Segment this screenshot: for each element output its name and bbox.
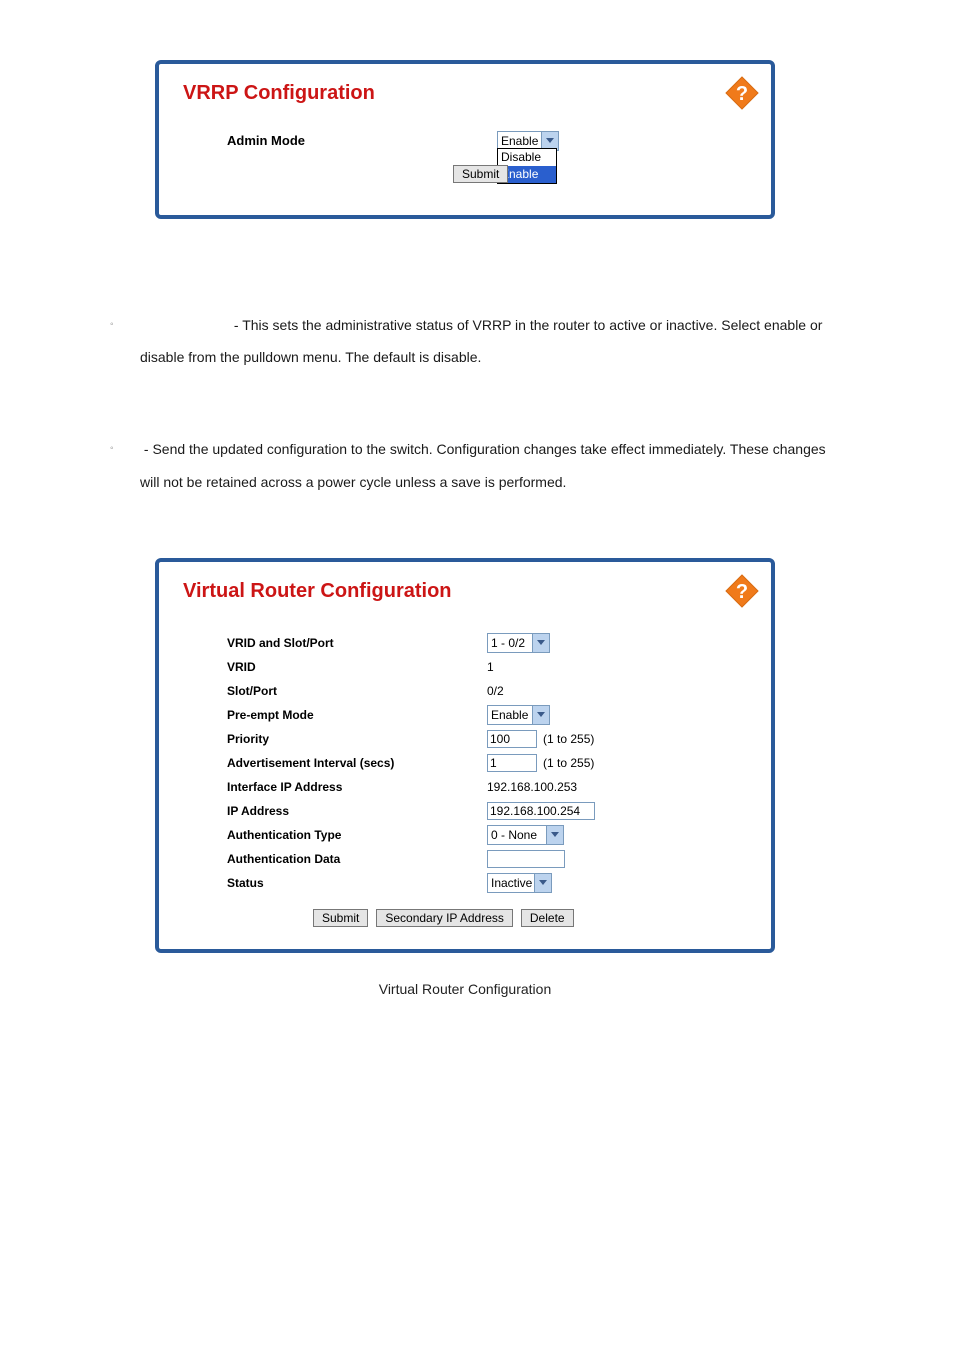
submit-button[interactable]: Submit [453, 165, 508, 183]
slotport-value: 0/2 [487, 684, 504, 698]
row-slotport: Slot/Port 0/2 [227, 679, 747, 703]
bullet-icon: ◦ [110, 309, 140, 373]
vrid-slot-label: VRID and Slot/Port [227, 636, 487, 650]
help-icon[interactable]: ? [725, 76, 759, 110]
chevron-down-icon [532, 706, 549, 724]
auth-type-select[interactable]: 0 - None [487, 825, 564, 845]
ip-input[interactable] [487, 802, 595, 820]
preempt-label: Pre-empt Mode [227, 708, 487, 722]
row-preempt: Pre-empt Mode Enable [227, 703, 747, 727]
admin-mode-label: Admin Mode [227, 133, 305, 148]
virtual-router-panel: ? Virtual Router Configuration VRID and … [155, 558, 775, 953]
priority-label: Priority [227, 732, 487, 746]
row-vrid-slot: VRID and Slot/Port 1 - 0/2 [227, 631, 747, 655]
auth-type-value: 0 - None [491, 828, 537, 842]
panel-title: VRRP Configuration [183, 82, 747, 105]
svg-text:?: ? [736, 581, 748, 603]
help-icon[interactable]: ? [725, 574, 759, 608]
description-block: ◦ - This sets the administrative status … [110, 309, 844, 498]
desc-item-2: ◦ - Send the updated configuration to th… [110, 433, 844, 497]
priority-hint: (1 to 255) [543, 732, 594, 746]
desc-text-2: - Send the updated configuration to the … [140, 433, 844, 497]
vrrp-config-panel-wrap: ? VRRP Configuration Admin Mode Enable D… [155, 60, 775, 219]
auth-data-input[interactable] [487, 850, 565, 868]
vrid-value: 1 [487, 660, 494, 674]
vrrp-config-panel: ? VRRP Configuration Admin Mode Enable D… [155, 60, 775, 219]
secondary-ip-button[interactable]: Secondary IP Address [376, 909, 513, 927]
vrid-label: VRID [227, 660, 487, 674]
preempt-select[interactable]: Enable [487, 705, 550, 725]
svg-text:?: ? [736, 83, 748, 105]
ifip-label: Interface IP Address [227, 780, 487, 794]
row-priority: Priority (1 to 255) [227, 727, 747, 751]
advint-label: Advertisement Interval (secs) [227, 756, 487, 770]
ip-label: IP Address [227, 804, 487, 818]
desc-body-2: - Send the updated configuration to the … [140, 441, 826, 489]
button-row: Submit Secondary IP Address Delete [183, 909, 747, 927]
row-advint: Advertisement Interval (secs) (1 to 255) [227, 751, 747, 775]
chevron-down-icon [532, 634, 549, 652]
page: ? VRRP Configuration Admin Mode Enable D… [0, 60, 954, 1057]
auth-data-label: Authentication Data [227, 852, 487, 866]
ifip-value: 192.168.100.253 [487, 780, 577, 794]
submit-button[interactable]: Submit [313, 909, 368, 927]
vrid-slot-select[interactable]: 1 - 0/2 [487, 633, 550, 653]
virtual-router-panel-wrap: ? Virtual Router Configuration VRID and … [155, 558, 775, 997]
priority-input[interactable] [487, 730, 537, 748]
bullet-icon: ◦ [110, 433, 140, 497]
form-rows: VRID and Slot/Port 1 - 0/2 VRID 1 Slot/P… [183, 631, 747, 895]
chevron-down-icon [534, 874, 551, 892]
vrid-slot-value: 1 - 0/2 [491, 636, 525, 650]
row-vrid: VRID 1 [227, 655, 747, 679]
status-value: Inactive [491, 876, 532, 890]
row-ip: IP Address [227, 799, 747, 823]
admin-mode-select-value: Enable [501, 134, 538, 148]
advint-input[interactable] [487, 754, 537, 772]
row-auth-type: Authentication Type 0 - None [227, 823, 747, 847]
row-status: Status Inactive [227, 871, 747, 895]
desc-body-1: - This sets the administrative status of… [140, 317, 822, 365]
delete-button[interactable]: Delete [521, 909, 574, 927]
slotport-label: Slot/Port [227, 684, 487, 698]
admin-mode-row: Admin Mode Enable Disable Enable Submit [227, 133, 747, 193]
panel-title: Virtual Router Configuration [183, 580, 747, 603]
desc-text-1: - This sets the administrative status of… [140, 309, 844, 373]
status-select[interactable]: Inactive [487, 873, 552, 893]
dropdown-option-disable[interactable]: Disable [498, 149, 556, 166]
row-ifip: Interface IP Address 192.168.100.253 [227, 775, 747, 799]
status-label: Status [227, 876, 487, 890]
row-auth-data: Authentication Data [227, 847, 747, 871]
desc-item-1: ◦ - This sets the administrative status … [110, 309, 844, 373]
advint-hint: (1 to 255) [543, 756, 594, 770]
auth-type-label: Authentication Type [227, 828, 487, 842]
chevron-down-icon [546, 826, 563, 844]
figure-caption: Virtual Router Configuration [155, 981, 775, 997]
preempt-value: Enable [491, 708, 528, 722]
